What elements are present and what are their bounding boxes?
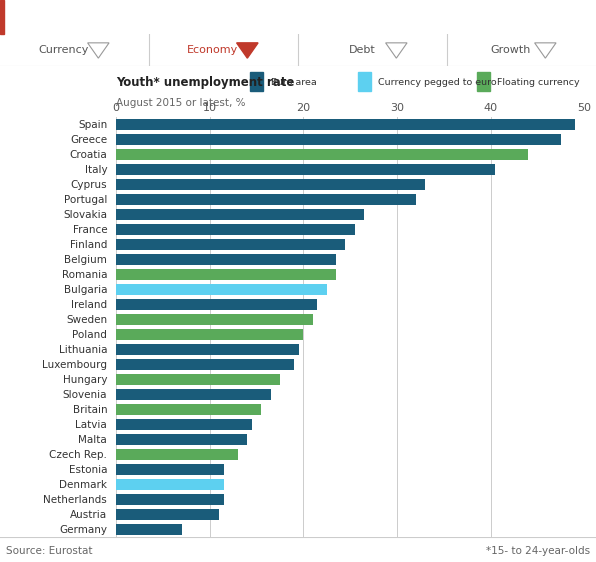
Bar: [116, 134, 561, 145]
Bar: [116, 314, 313, 325]
Bar: [116, 344, 299, 355]
Text: Currency pegged to euro: Currency pegged to euro: [378, 78, 496, 87]
Bar: [116, 464, 224, 475]
Text: Youth* unemployment rate: Youth* unemployment rate: [116, 76, 294, 89]
Text: Source: Eurostat: Source: Eurostat: [6, 546, 92, 556]
Bar: [116, 419, 252, 430]
Text: Economy: Economy: [187, 45, 238, 55]
Bar: [116, 164, 495, 175]
Text: Growth: Growth: [491, 45, 531, 55]
Text: *15- to 24-year-olds: *15- to 24-year-olds: [486, 546, 590, 556]
Bar: [116, 374, 280, 384]
Bar: [477, 72, 490, 90]
Bar: [116, 479, 224, 490]
Bar: [116, 284, 327, 294]
Bar: [116, 239, 346, 250]
Text: Floating currency: Floating currency: [497, 78, 580, 87]
Bar: [250, 72, 263, 90]
Text: Euro area: Euro area: [271, 78, 316, 87]
Bar: [116, 449, 238, 460]
Bar: [116, 524, 182, 534]
Bar: [116, 359, 294, 370]
Bar: [0, 0, 4, 34]
Bar: [116, 254, 336, 265]
Bar: [116, 179, 425, 190]
Polygon shape: [237, 43, 258, 58]
Bar: [116, 494, 224, 505]
Bar: [116, 404, 261, 415]
Bar: [116, 299, 318, 310]
Bar: [358, 72, 371, 90]
Bar: [116, 149, 528, 160]
Bar: [116, 209, 364, 220]
Bar: [116, 269, 336, 280]
Text: Europe’s economies: Europe’s economies: [8, 10, 179, 24]
Text: August 2015 or latest, %: August 2015 or latest, %: [116, 98, 246, 108]
Bar: [116, 389, 271, 400]
Text: Currency: Currency: [39, 45, 89, 55]
Bar: [116, 119, 575, 130]
Bar: [116, 509, 219, 520]
Bar: [116, 434, 247, 445]
Text: Debt: Debt: [349, 45, 375, 55]
Bar: [116, 194, 415, 205]
Bar: [116, 329, 303, 339]
Bar: [116, 224, 355, 235]
